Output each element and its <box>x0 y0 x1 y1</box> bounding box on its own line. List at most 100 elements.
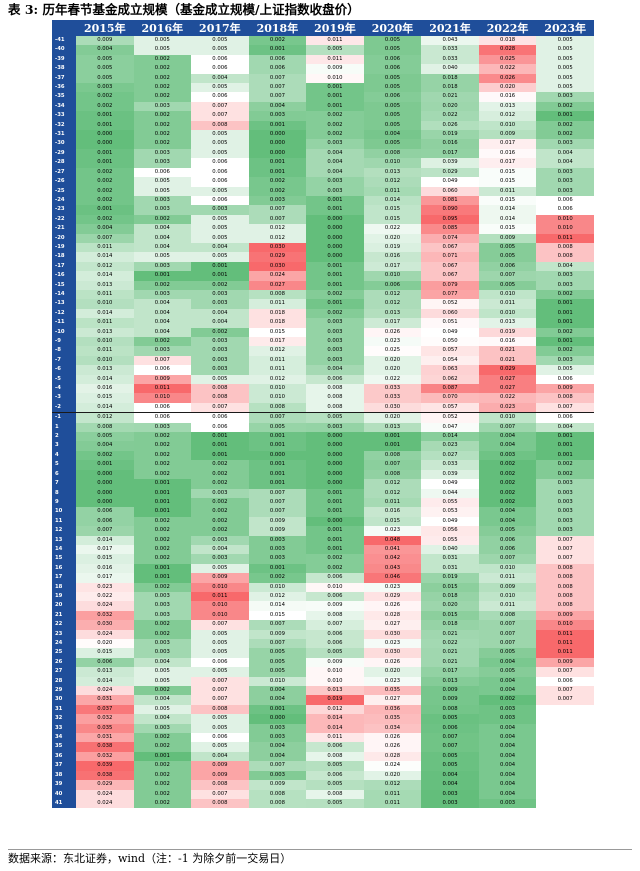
table-cell: 0.011 <box>536 639 594 649</box>
row-label: 9 <box>52 497 76 508</box>
table-row: -37 0.005 0.002 0.004 0.007 0.010 0.005 0.018 0.… <box>52 73 594 84</box>
table-cell: 0.012 <box>76 261 134 272</box>
table-cell: 0.001 <box>306 507 364 517</box>
table-cell: 0.002 <box>133 733 192 743</box>
table-cell: 0.055 <box>421 535 479 545</box>
table-cell: 0.006 <box>76 507 134 517</box>
table-cell: 0.000 <box>76 139 134 149</box>
heatmap-table: 2015年 2016年 2017年 2018年 2019年 2020年 2021… <box>52 20 594 809</box>
table-cell: 0.015 <box>421 582 479 592</box>
row-label: -27 <box>52 167 76 178</box>
table-cell: 0.002 <box>306 130 364 140</box>
table-cell: 0.005 <box>191 639 249 649</box>
table-cell: 0.002 <box>133 789 192 799</box>
table-cell: 0.002 <box>306 120 364 131</box>
row-label: -34 <box>52 101 76 112</box>
table-cell: 0.002 <box>536 101 594 112</box>
table-cell: 0.003 <box>191 346 249 356</box>
table-cell: 0.008 <box>191 120 249 131</box>
table-cell: 0.004 <box>478 507 537 517</box>
table-cell: 0.004 <box>133 308 192 319</box>
table-cell: 0.003 <box>248 535 307 545</box>
table-cell: 0.017 <box>76 544 134 555</box>
table-cell: 0.003 <box>536 526 594 536</box>
table-cell: 0.090 <box>421 205 479 215</box>
table-cell: 0.003 <box>191 299 249 309</box>
table-cell: 0.026 <box>363 327 422 337</box>
table-cell: 0.008 <box>306 384 364 394</box>
table-row: 2 0.005 0.002 0.001 0.001 0.000 0.001 0.014 0.00… <box>52 432 594 442</box>
table-cell: 0.010 <box>478 289 537 300</box>
table-cell: 0.006 <box>306 639 364 649</box>
table-cell: 0.001 <box>248 469 307 480</box>
table-cell: 0.009 <box>133 374 192 385</box>
table-cell: 0.004 <box>478 761 537 771</box>
table-cell: 0.000 <box>76 479 134 489</box>
table-cell: 0.002 <box>76 167 134 178</box>
table-cell: 0.004 <box>306 158 364 168</box>
table-cell: 0.006 <box>536 676 594 687</box>
table-cell: 0.002 <box>133 554 192 564</box>
row-label: -25 <box>52 186 76 196</box>
table-row: -26 0.002 0.005 0.006 0.002 0.003 0.012 0.049 0.… <box>52 177 594 187</box>
table-cell: 0.030 <box>363 629 422 639</box>
table-cell: 0.001 <box>363 432 422 442</box>
row-label: 15 <box>52 554 76 564</box>
table-cell: 0.002 <box>248 573 307 583</box>
table-cell: 0.040 <box>421 544 479 555</box>
table-cell: 0.005 <box>76 64 134 74</box>
table-cell: 0.000 <box>306 233 364 243</box>
table-cell: 0.004 <box>478 686 537 696</box>
row-label: -30 <box>52 139 76 149</box>
table-cell: 0.021 <box>478 355 537 366</box>
header-year: 2022年 <box>478 20 537 36</box>
table-cell: 0.020 <box>76 639 134 649</box>
table-cell: 0.004 <box>478 751 537 762</box>
table-cell: 0.001 <box>536 308 594 319</box>
table-row: -22 0.002 0.002 0.005 0.007 0.000 0.015 0.095 0.… <box>52 214 594 225</box>
table-cell: 0.007 <box>536 544 594 555</box>
table-row: 13 0.014 0.002 0.003 0.003 0.001 0.048 0.055 0.0… <box>52 535 594 545</box>
table-cell: 0.004 <box>133 224 192 234</box>
table-cell: 0.006 <box>363 280 422 290</box>
table-cell: 0.007 <box>248 761 307 771</box>
table-cell: 0.004 <box>191 318 249 328</box>
table-cell: 0.002 <box>133 582 192 592</box>
table-row: -1 0.012 0.006 0.006 0.007 0.005 0.020 0.052 0.0… <box>52 412 594 423</box>
table-cell: 0.046 <box>363 573 422 583</box>
table-cell: 0.007 <box>478 422 537 433</box>
table-cell: 0.005 <box>191 374 249 385</box>
table-cell: 0.004 <box>248 686 307 696</box>
table-cell: 0.029 <box>421 167 479 178</box>
table-cell: 0.005 <box>191 139 249 149</box>
table-cell: 0.015 <box>478 177 537 187</box>
table-cell: 0.001 <box>306 271 364 281</box>
table-cell <box>536 705 594 714</box>
table-cell: 0.035 <box>363 714 422 724</box>
table-cell: 0.002 <box>133 469 192 480</box>
table-cell: 0.027 <box>363 620 422 630</box>
table-row: 37 0.039 0.002 0.009 0.007 0.005 0.024 0.005 0.0… <box>52 761 594 771</box>
table-cell: 0.057 <box>421 346 479 356</box>
table-cell: 0.007 <box>191 686 249 696</box>
table-cell: 0.016 <box>478 148 537 159</box>
table-cell: 0.011 <box>363 497 422 508</box>
table-cell: 0.007 <box>478 554 537 564</box>
table-cell: 0.011 <box>306 36 364 46</box>
table-row: 31 0.037 0.005 0.008 0.001 0.012 0.036 0.008 0.0… <box>52 704 594 715</box>
table-cell: 0.023 <box>363 582 422 592</box>
table-cell: 0.005 <box>76 54 134 65</box>
table-cell: 0.000 <box>76 488 134 498</box>
table-cell: 0.006 <box>536 195 594 206</box>
table-cell: 0.008 <box>306 393 364 403</box>
table-cell: 0.031 <box>421 554 479 564</box>
table-cell: 0.002 <box>478 695 537 705</box>
table-cell: 0.063 <box>421 365 479 375</box>
table-cell: 0.000 <box>306 516 364 527</box>
table-cell: 0.002 <box>133 620 192 630</box>
table-cell: 0.009 <box>478 233 537 243</box>
table-row: -11 0.011 0.004 0.004 0.018 0.003 0.017 0.051 0.… <box>52 318 594 328</box>
table-row: -28 0.001 0.003 0.006 0.001 0.004 0.010 0.039 0.… <box>52 158 594 168</box>
header-year: 2015年 <box>76 20 134 36</box>
table-cell: 0.005 <box>191 83 249 93</box>
